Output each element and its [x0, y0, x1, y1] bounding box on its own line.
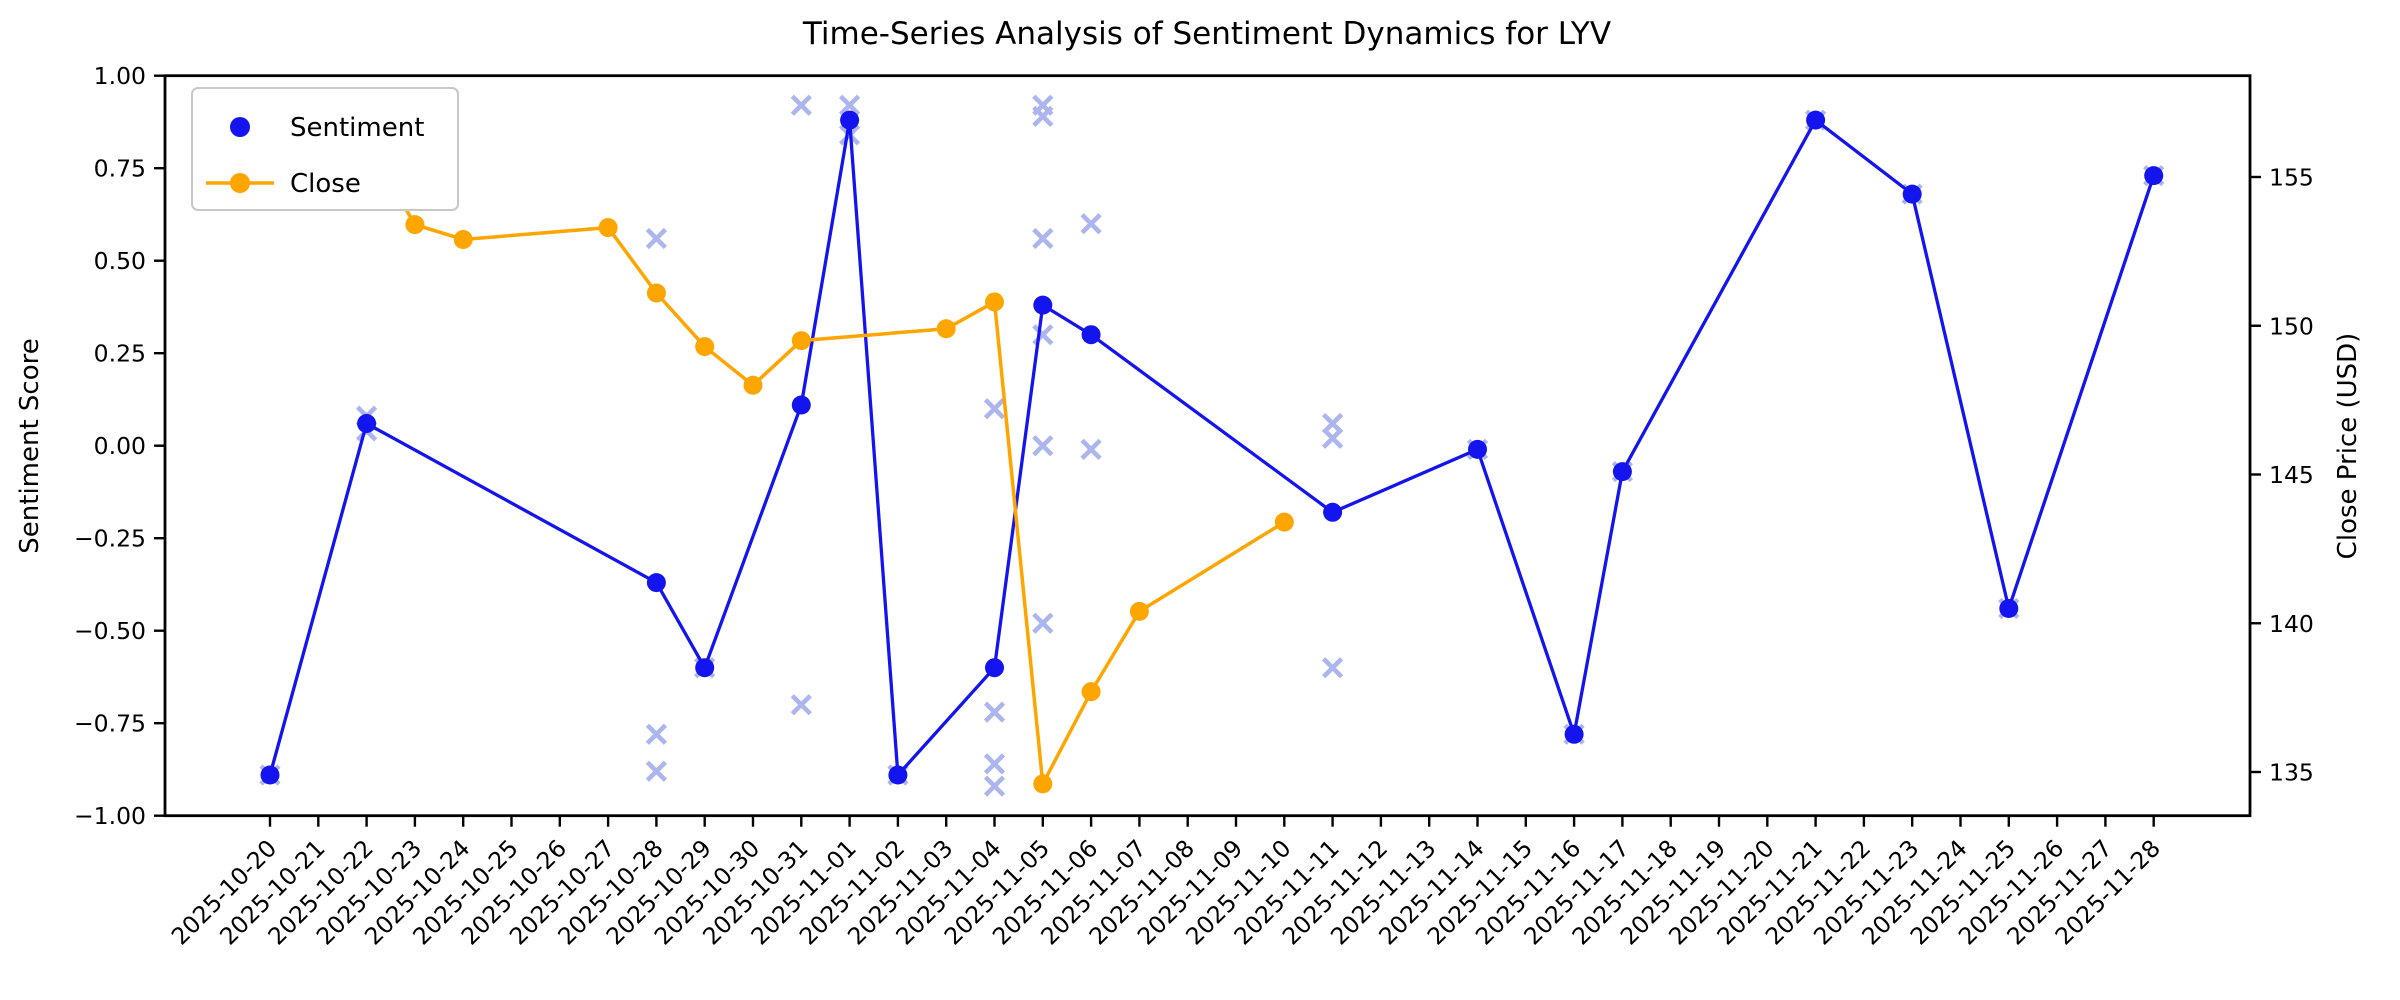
scatter-point — [1032, 227, 1054, 250]
x-axis: 2025-10-202025-10-212025-10-222025-10-23… — [166, 815, 2166, 951]
sentiment-point — [840, 110, 860, 130]
sentiment-point — [695, 658, 715, 678]
sentiment-point — [1612, 462, 1632, 482]
legend-close-label: Close — [290, 169, 361, 199]
plot-border — [163, 74, 2252, 818]
scatter-point — [1080, 213, 1102, 235]
scatter-point — [838, 94, 861, 116]
scatter-point — [983, 775, 1006, 797]
sentiment-point — [1468, 439, 1487, 459]
right-y-tick-label: 145 — [2269, 461, 2314, 489]
sentiment-point — [1806, 110, 1826, 130]
scatter-point — [983, 753, 1006, 775]
sentiment-series — [260, 110, 2164, 785]
sentiment-point — [2144, 166, 2164, 186]
close-point — [453, 229, 473, 249]
right-y-tick-label: 155 — [2269, 164, 2314, 192]
close-point — [936, 319, 956, 339]
legend-sentiment-marker — [230, 117, 250, 137]
close-point — [1129, 601, 1149, 621]
close-point — [1274, 512, 1294, 532]
sentiment-point — [1081, 325, 1101, 345]
sentiment-line — [268, 117, 2156, 779]
left-y-tick-label: −0.75 — [74, 710, 146, 738]
close-point — [1033, 774, 1053, 794]
close-point — [743, 375, 763, 395]
scatter-point — [1080, 438, 1102, 461]
scatter-point — [790, 694, 812, 716]
sentiment-point — [260, 765, 280, 785]
left-y-tick-label: 0.00 — [94, 432, 146, 460]
right-y-tick-label: 140 — [2269, 610, 2314, 638]
left-y-tick-label: 0.50 — [94, 247, 146, 275]
legend-sentiment-label: Sentiment — [290, 113, 424, 143]
scatter-point — [1032, 612, 1054, 634]
close-point — [695, 337, 715, 357]
close-point — [1081, 682, 1101, 702]
scatter-point — [645, 723, 668, 745]
left-axis-label: Sentiment Score — [15, 338, 45, 553]
close-point — [646, 283, 666, 303]
sentiment-point — [646, 573, 666, 593]
scatter-point — [645, 227, 668, 250]
left-y-tick-label: −0.25 — [74, 525, 146, 553]
scatter-point — [1321, 427, 1344, 449]
left-y-tick-label: 0.75 — [94, 155, 146, 183]
sentiment-point — [985, 658, 1004, 678]
sentiment-scatter-series — [259, 94, 2165, 797]
chart-title: Time-Series Analysis of Sentiment Dynami… — [802, 16, 1611, 52]
left-y-tick-label: 1.00 — [94, 62, 146, 90]
sentiment-point — [1033, 295, 1053, 315]
right-y-axis: 155 150 145 140 135 — [2250, 164, 2314, 787]
right-y-tick-label: 135 — [2269, 759, 2314, 787]
sentiment-point — [791, 395, 811, 415]
legend-close-marker — [230, 173, 250, 193]
scatter-point — [645, 760, 668, 782]
sentiment-point — [357, 414, 377, 433]
left-y-tick-label: −1.00 — [74, 802, 146, 830]
scatter-point — [983, 398, 1006, 420]
sentiment-point — [1999, 599, 2019, 618]
sentiment-point — [1902, 184, 1922, 204]
sentiment-point — [1323, 502, 1343, 522]
right-y-tick-label: 150 — [2269, 312, 2314, 340]
scatter-point — [1032, 435, 1054, 457]
right-axis-label: Close Price (USD) — [2333, 333, 2363, 560]
close-point — [598, 218, 618, 238]
left-y-tick-label: −0.50 — [74, 617, 146, 645]
sentiment-point — [888, 765, 908, 785]
scatter-point — [1032, 105, 1054, 128]
close-point — [985, 292, 1004, 312]
left-y-axis: 1.00 0.75 0.50 0.25 0.00 −0.25 −0.50 −0.75 −1.00 — [74, 62, 165, 830]
close-point — [405, 215, 425, 235]
scatter-point — [1321, 657, 1344, 679]
scatter-point — [983, 701, 1006, 723]
close-point — [791, 331, 811, 351]
scatter-point — [790, 94, 812, 116]
left-y-tick-label: 0.25 — [94, 340, 146, 368]
legend-box — [191, 87, 459, 211]
sentiment-point — [1564, 724, 1584, 744]
